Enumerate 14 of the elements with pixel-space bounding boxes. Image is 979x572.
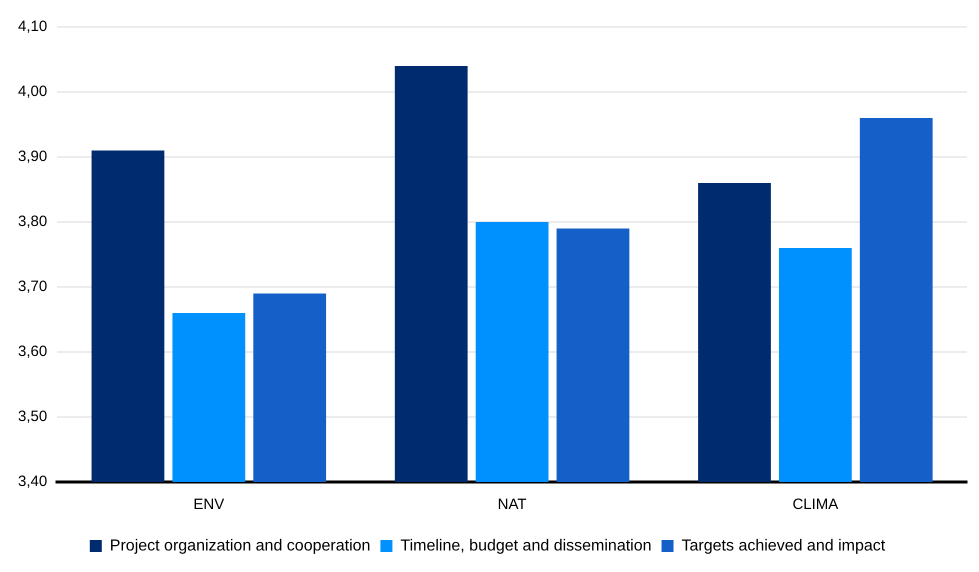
x-tick-label: ENV	[193, 496, 224, 514]
y-tick-label: 3,60	[18, 343, 48, 360]
y-tick-label: 3,40	[18, 473, 48, 490]
x-tick-label: NAT	[498, 496, 527, 514]
x-tick-label: CLIMA	[792, 496, 838, 514]
y-tick-label: 3,70	[18, 278, 48, 296]
y-tick-label: 3,80	[18, 213, 48, 230]
y-tick-label: 3,50	[18, 408, 48, 426]
legend-label: Targets achieved and impact	[682, 537, 886, 554]
legend-label: Project organization and cooperation	[110, 537, 370, 554]
y-tick-label: 3,90	[18, 148, 48, 166]
y-tick-label: 4,00	[18, 83, 48, 100]
legend-label: Timeline, budget and dissemination	[400, 537, 652, 554]
y-tick-label: 4,10	[18, 18, 48, 36]
